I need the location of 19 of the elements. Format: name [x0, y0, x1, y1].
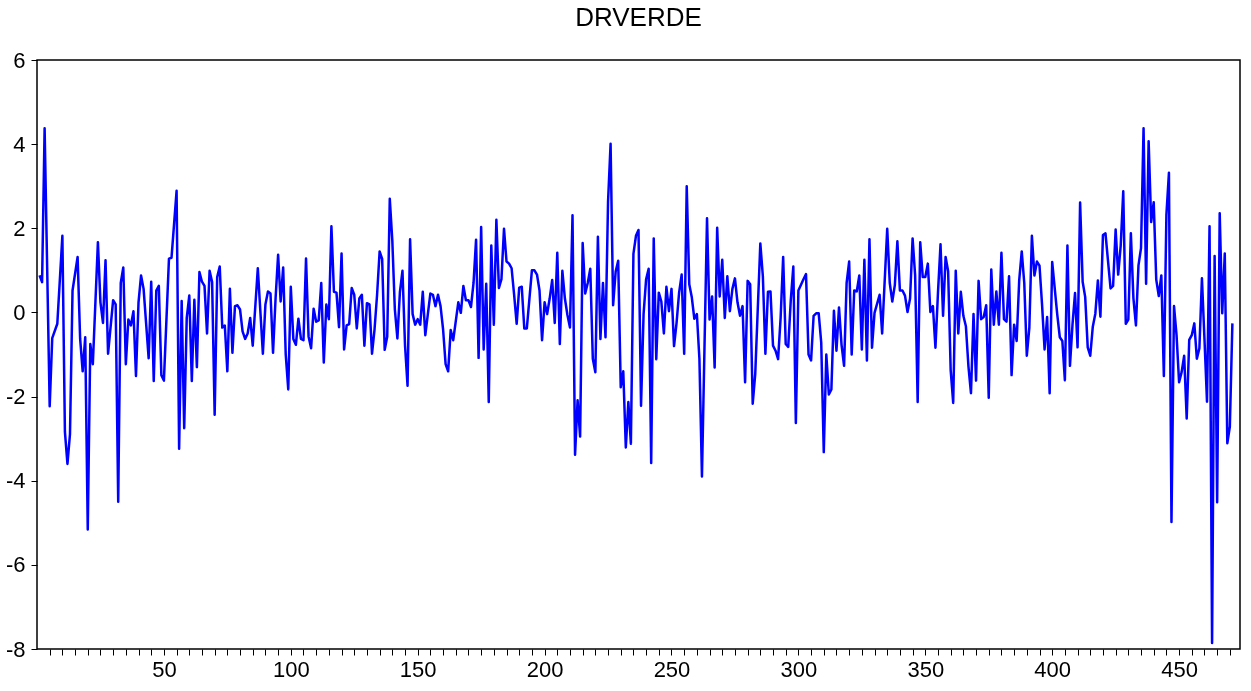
y-tick-label: -4	[5, 468, 26, 494]
chart-title: DRVERDE	[575, 2, 702, 32]
y-tick-label: 0	[13, 299, 26, 325]
x-tick-label: 100	[272, 656, 310, 682]
x-tick-label: 50	[152, 656, 177, 682]
y-tick-label: -2	[5, 384, 26, 410]
x-tick-label: 250	[653, 656, 691, 682]
x-tick-label: 150	[399, 656, 437, 682]
y-tick-label: -6	[5, 552, 26, 578]
x-tick-label: 400	[1034, 656, 1072, 682]
y-tick-label: 4	[13, 131, 26, 157]
x-tick-label: 300	[780, 656, 818, 682]
x-tick-label: 350	[907, 656, 945, 682]
line-series	[38, 126, 1234, 645]
y-tick-label: 6	[13, 47, 26, 73]
y-tick-label: -8	[5, 636, 26, 662]
x-tick-label: 200	[526, 656, 564, 682]
y-tick-label: 2	[13, 215, 26, 241]
x-tick-label: 450	[1161, 656, 1198, 682]
